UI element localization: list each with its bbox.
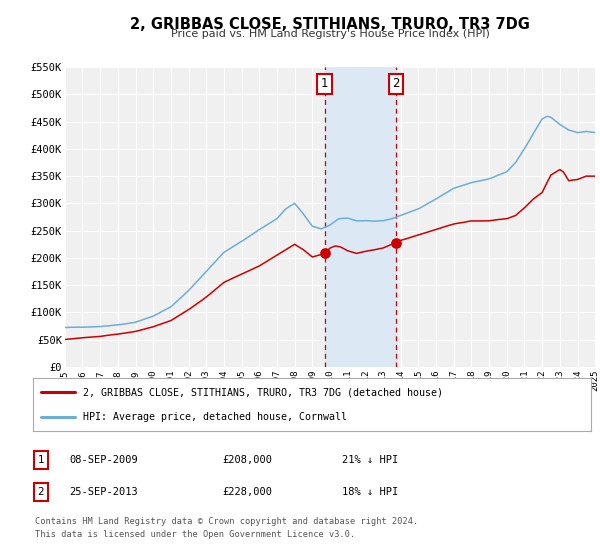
- Text: 2: 2: [392, 77, 400, 90]
- Text: 21% ↓ HPI: 21% ↓ HPI: [342, 455, 398, 465]
- Text: 2, GRIBBAS CLOSE, STITHIANS, TRURO, TR3 7DG: 2, GRIBBAS CLOSE, STITHIANS, TRURO, TR3 …: [130, 17, 530, 32]
- Text: Price paid vs. HM Land Registry's House Price Index (HPI): Price paid vs. HM Land Registry's House …: [170, 29, 490, 39]
- Point: [391, 238, 401, 247]
- Text: HPI: Average price, detached house, Cornwall: HPI: Average price, detached house, Corn…: [83, 412, 347, 422]
- Text: £208,000: £208,000: [222, 455, 272, 465]
- Text: 1: 1: [321, 77, 328, 90]
- Text: 1: 1: [37, 455, 44, 465]
- Text: This data is licensed under the Open Government Licence v3.0.: This data is licensed under the Open Gov…: [35, 530, 355, 539]
- Text: £228,000: £228,000: [222, 487, 272, 497]
- Text: 2: 2: [37, 487, 44, 497]
- Text: Contains HM Land Registry data © Crown copyright and database right 2024.: Contains HM Land Registry data © Crown c…: [35, 517, 418, 526]
- Text: 25-SEP-2013: 25-SEP-2013: [69, 487, 138, 497]
- Text: 18% ↓ HPI: 18% ↓ HPI: [342, 487, 398, 497]
- Point: [320, 249, 329, 258]
- Text: 08-SEP-2009: 08-SEP-2009: [69, 455, 138, 465]
- Bar: [325, 67, 396, 367]
- Text: 2, GRIBBAS CLOSE, STITHIANS, TRURO, TR3 7DG (detached house): 2, GRIBBAS CLOSE, STITHIANS, TRURO, TR3 …: [83, 388, 443, 398]
